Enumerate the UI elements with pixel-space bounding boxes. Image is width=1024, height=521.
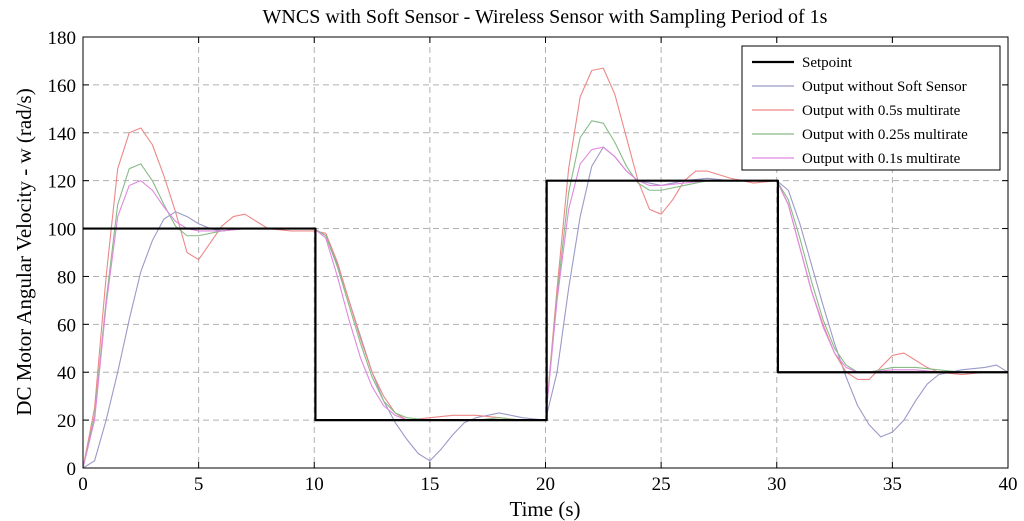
x-axis-ticks: 0 5 10 15 20 25 30 35 40: [78, 37, 1018, 495]
legend-entry-4: Output with 0.1s multirate: [802, 151, 961, 167]
legend-entry-1: Output without Soft Sensor: [802, 79, 967, 95]
legend-box: [741, 45, 1001, 171]
x-tick-label: 15: [420, 474, 439, 495]
grid-lines: [83, 37, 1008, 468]
x-tick-label: 5: [194, 474, 204, 495]
x-tick-label: 10: [305, 474, 324, 495]
x-axis-label: Time (s): [510, 497, 581, 521]
chart-title: WNCS with Soft Sensor - Wireless Sensor …: [263, 6, 828, 28]
x-tick-label: 0: [78, 474, 88, 495]
y-axis-ticks: 0 20 40 60 80 100 120 140 160 180: [48, 28, 1008, 480]
y-axis-label: DC Motor Angular Velocity - w (rad/s): [12, 88, 36, 415]
x-tick-label: 35: [883, 474, 902, 495]
y-tick-label: 180: [48, 28, 77, 49]
x-tick-label: 25: [652, 474, 671, 495]
y-tick-label: 140: [48, 124, 77, 145]
legend-entry-0: Setpoint: [802, 55, 853, 71]
series-line-0: [83, 179, 1008, 422]
y-tick-label: 160: [48, 76, 77, 97]
x-tick-label: 20: [536, 474, 555, 495]
legend: Setpoint Output without Soft Sensor Output…: [741, 45, 1001, 171]
x-tick-label: 40: [999, 474, 1018, 495]
y-tick-label: 60: [57, 315, 76, 336]
x-tick-label: 30: [767, 474, 786, 495]
legend-entry-2: Output with 0.5s multirate: [802, 103, 961, 119]
y-tick-label: 0: [67, 459, 77, 480]
series-layer: [82, 67, 1009, 469]
y-tick-label: 20: [57, 411, 76, 432]
y-tick-label: 120: [48, 172, 77, 193]
y-tick-label: 100: [48, 220, 77, 241]
y-tick-label: 40: [57, 363, 76, 384]
y-tick-label: 80: [57, 267, 76, 288]
legend-entry-3: Output with 0.25s multirate: [802, 127, 968, 143]
